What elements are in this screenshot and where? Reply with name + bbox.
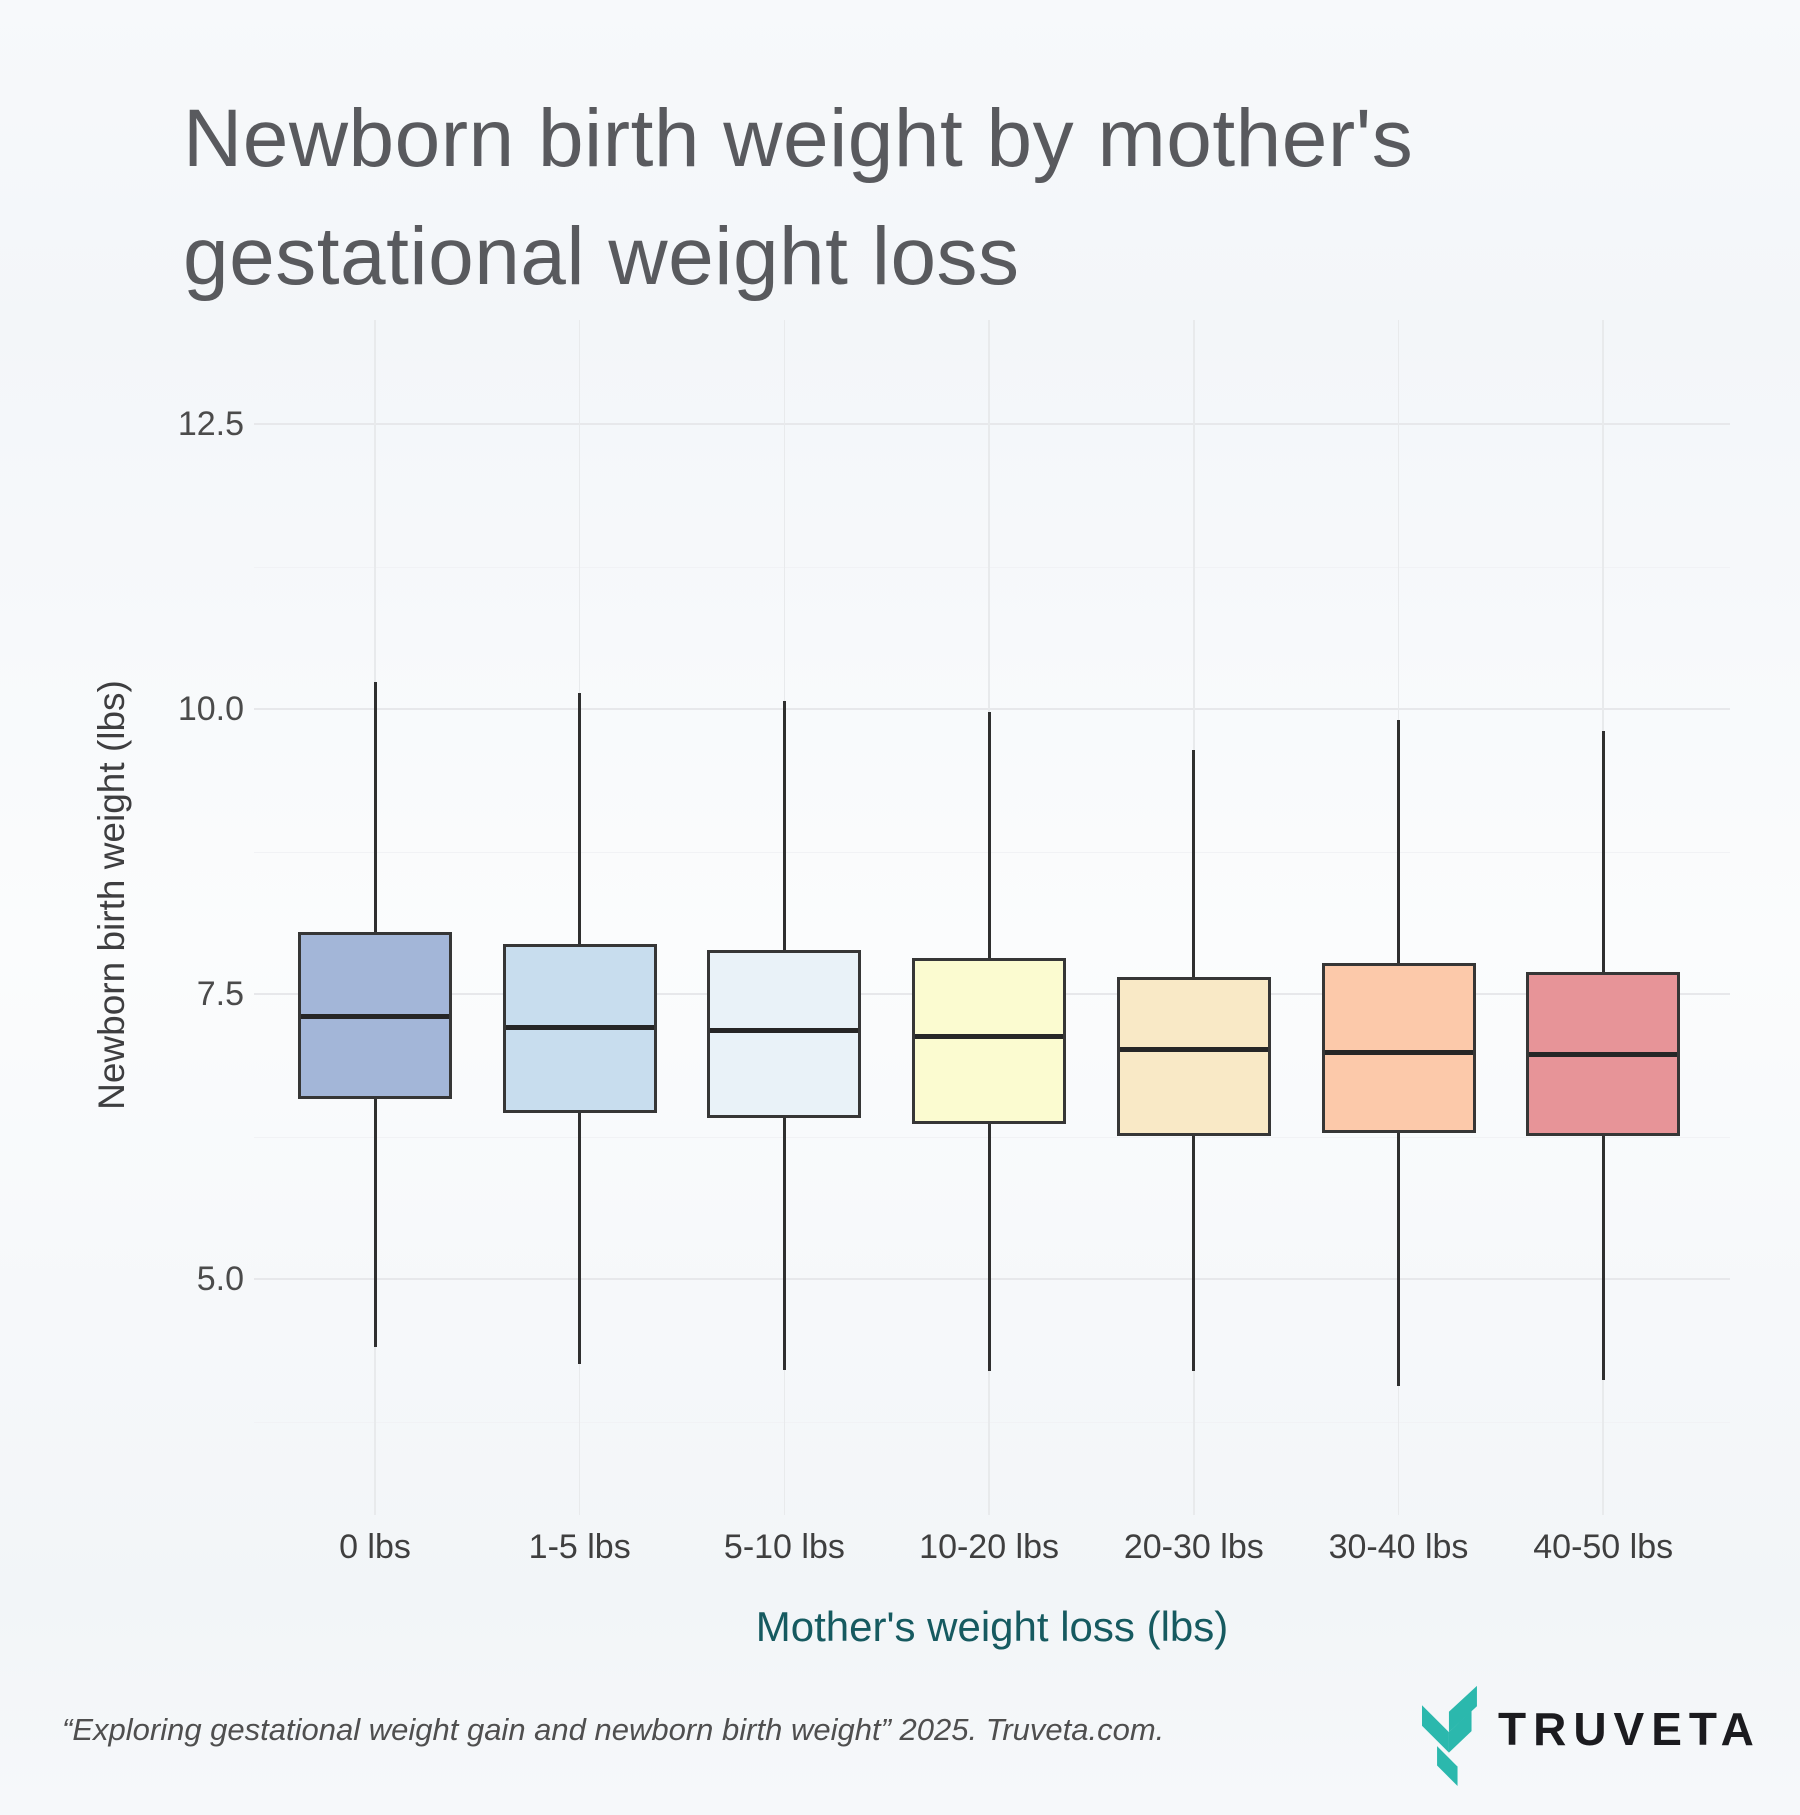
- y-axis-title: Newborn birth weight (lbs): [91, 680, 132, 1110]
- source-citation: “Exploring gestational weight gain and n…: [62, 1712, 1165, 1747]
- y-axis-tick-label: 5.0: [196, 1260, 244, 1298]
- boxplot-box: [1321, 963, 1476, 1134]
- boxplot-median-line: [710, 1027, 859, 1033]
- boxplot-box: [1116, 976, 1271, 1137]
- boxplot-box: [912, 957, 1067, 1124]
- x-axis-tick-label: 1-5 lbs: [528, 1528, 631, 1566]
- y-axis-tick-label: 12.5: [177, 405, 244, 443]
- x-axis-tick-label: 40-50 lbs: [1533, 1528, 1674, 1566]
- x-axis-tick-label: 5-10 lbs: [723, 1528, 845, 1566]
- x-axis-tick-label: 0 lbs: [339, 1528, 411, 1566]
- boxplot-median-line: [301, 1014, 449, 1020]
- boxplot-median-line: [1529, 1051, 1678, 1057]
- boxplot-box: [707, 949, 862, 1119]
- truveta-logo-mark-icon: [1422, 1685, 1477, 1786]
- boxplot-median-line: [1119, 1047, 1268, 1053]
- gridline-horizontal-major: [254, 1278, 1730, 1280]
- y-axis-tick-label: 7.5: [196, 975, 244, 1013]
- chart-title: Newborn birth weight by mother's gestati…: [183, 80, 1663, 316]
- x-axis-tick-label: 20-30 lbs: [1123, 1528, 1264, 1566]
- gridline-horizontal-minor: [254, 851, 1730, 853]
- truveta-wordmark: TRUVETA: [1498, 1703, 1761, 1755]
- truveta-logo: TRUVETA: [1422, 1674, 1754, 1786]
- chart-title-line2: gestational weight loss: [183, 211, 1020, 302]
- y-axis-tick-label: 10.0: [177, 690, 244, 728]
- x-axis-tick-label: 30-40 lbs: [1328, 1528, 1469, 1566]
- chart-title-line1: Newborn birth weight by mother's: [183, 93, 1414, 184]
- gridline-horizontal-minor: [254, 1421, 1730, 1423]
- gridline-horizontal-minor: [254, 566, 1730, 568]
- boxplot-median-line: [1324, 1049, 1473, 1055]
- gridline-horizontal-major: [254, 423, 1730, 425]
- x-axis-tick-label: 10-20 lbs: [919, 1528, 1060, 1566]
- gridline-horizontal-major: [254, 708, 1730, 710]
- gridline-horizontal-minor: [254, 1136, 1730, 1138]
- boxplot-median-line: [915, 1033, 1064, 1039]
- x-axis-title: Mother's weight loss (lbs): [755, 1603, 1229, 1650]
- boxplot-median-line: [505, 1024, 654, 1030]
